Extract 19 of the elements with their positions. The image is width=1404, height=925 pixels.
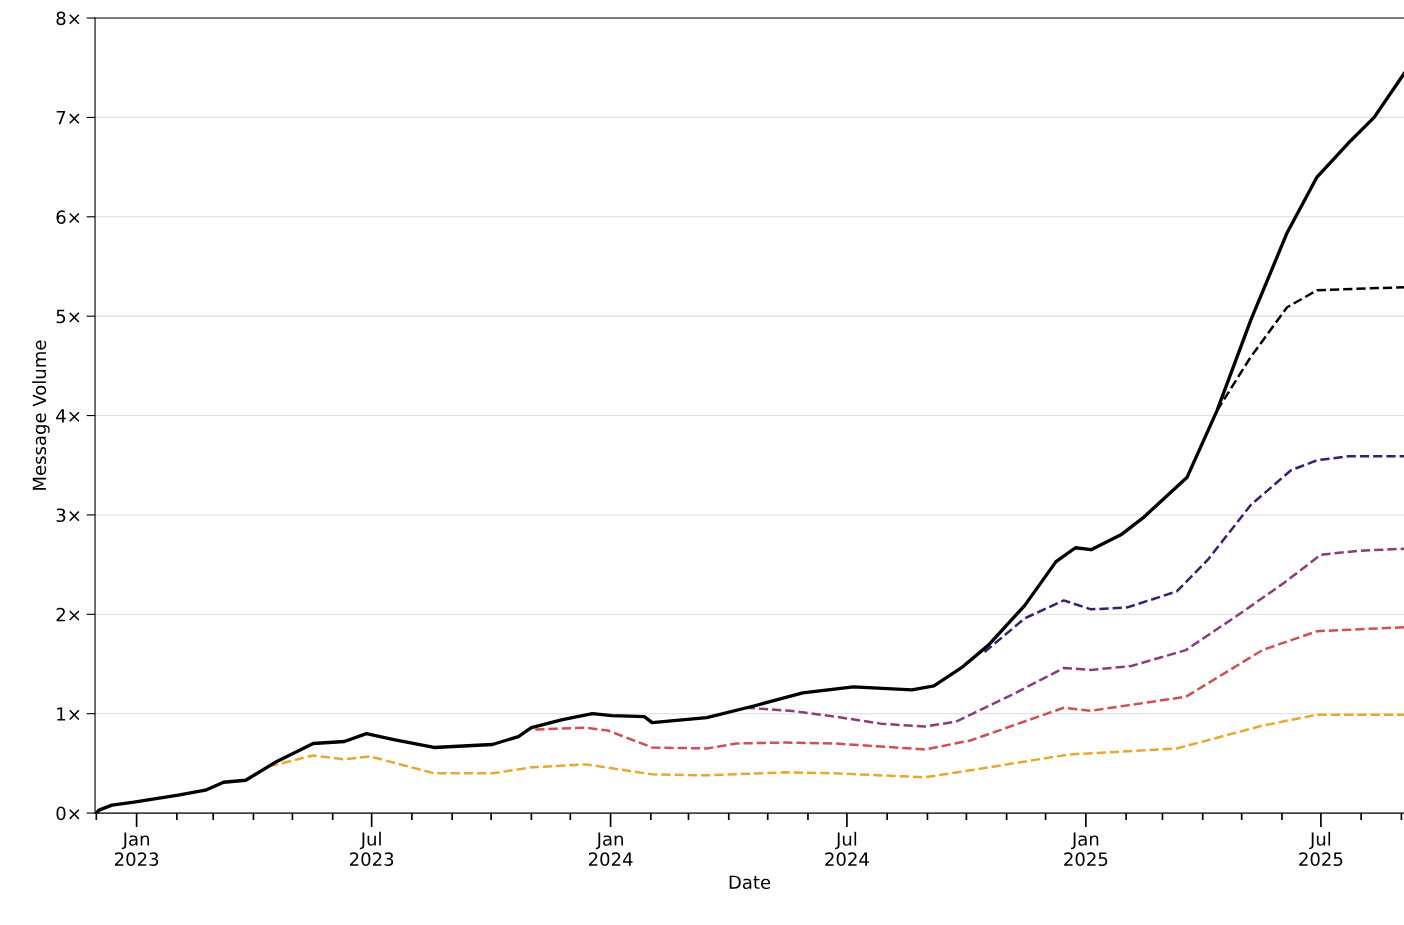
y-tick-label: 8×: [56, 11, 80, 26]
x-tick-label: Jul 2024: [825, 831, 869, 867]
line-series: [983, 455, 1404, 654]
x-axis-title: Date: [729, 875, 771, 890]
y-tick-label: 2×: [56, 607, 80, 622]
y-tick-label: 0×: [56, 806, 80, 821]
x-tick-label: Jul 2023: [349, 831, 394, 867]
x-tick-label: Jan 2023: [114, 832, 159, 867]
y-tick-label: 6×: [56, 210, 80, 224]
line-series: [534, 625, 1404, 751]
y-tick-label: 3×: [56, 508, 80, 523]
y-tick-label: 5×: [56, 309, 80, 324]
y-tick-label: 7×: [56, 111, 80, 125]
x-tick-label: Jan 2024: [588, 832, 633, 867]
x-tick-label: Jul 2025: [1299, 831, 1343, 867]
y-axis-title: Message Volume: [32, 340, 50, 490]
y-tick-label: 4×: [56, 409, 80, 423]
y-tick-label: 1×: [57, 707, 80, 721]
x-tick-label: Jan 2025: [1064, 832, 1108, 867]
